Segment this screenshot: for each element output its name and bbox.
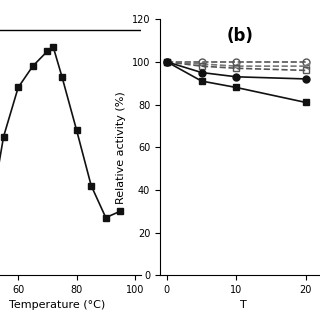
Text: (b): (b) — [227, 27, 253, 45]
X-axis label: T: T — [240, 300, 247, 310]
X-axis label: Temperature (°C): Temperature (°C) — [10, 300, 106, 310]
Y-axis label: Relative activity (%): Relative activity (%) — [116, 91, 126, 204]
